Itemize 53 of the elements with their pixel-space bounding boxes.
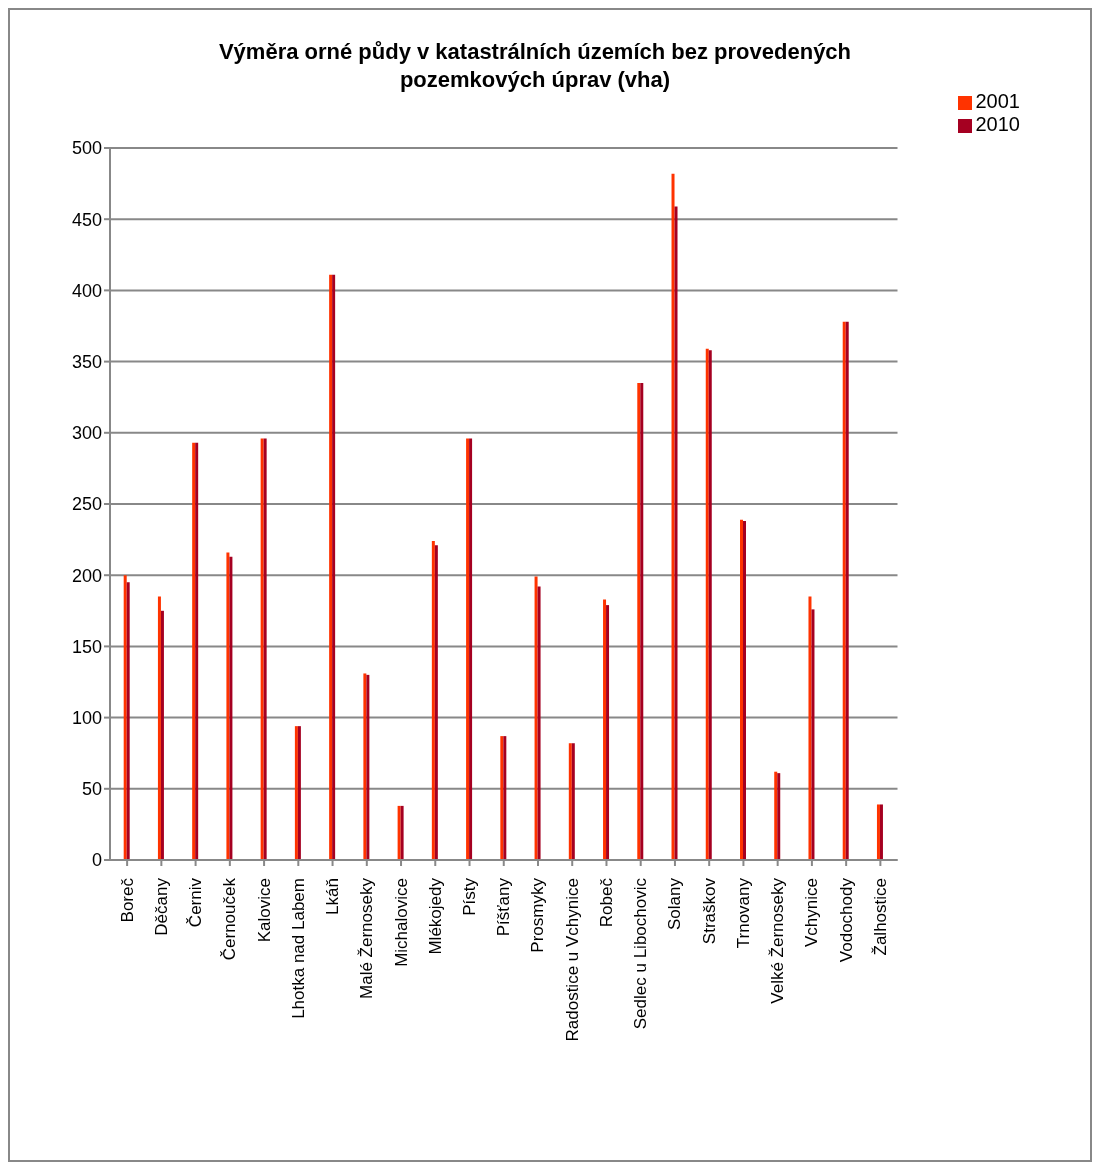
x-tick-label: Vchynice [802, 878, 822, 947]
x-tick-label: Prosmyky [528, 877, 548, 953]
x-tick-label: Mlékojedy [425, 877, 445, 955]
x-tick-label: Lkáň [323, 878, 343, 915]
y-tick-label: 150 [71, 636, 102, 657]
y-tick-label: 50 [81, 779, 102, 800]
y-tick-label: 0 [91, 850, 102, 871]
x-tick-label: Černiv [186, 877, 206, 928]
y-tick-label: 500 [71, 138, 102, 159]
y-tick-label: 450 [71, 209, 102, 230]
x-tick-label: Písty [460, 877, 480, 916]
x-tick-label: Žalhostice [870, 878, 890, 956]
legend-label: 2010 [975, 113, 1020, 135]
x-tick-label: Černouček [220, 877, 240, 961]
x-tick-label: Vodochody [836, 877, 856, 963]
y-tick-label: 300 [71, 423, 102, 444]
chart-title: Výměra orné půdy v katastrálních územích bez provedených pozemkových úprav (vha) [217, 38, 853, 94]
bar [674, 206, 678, 860]
y-tick-label: 100 [71, 707, 102, 728]
bar [226, 552, 230, 860]
bar [534, 576, 538, 860]
x-tick-label: Sedlec u Libochovic [631, 877, 651, 1030]
x-tick-label: Píšťany [494, 877, 514, 937]
bar [537, 586, 541, 860]
x-tick-label: Děčany [151, 877, 171, 936]
y-tick-label: 250 [71, 494, 102, 515]
x-tick-label: Radostice u Vchynice [562, 878, 582, 1042]
bar [603, 599, 607, 860]
bar [606, 605, 610, 860]
bar [229, 556, 233, 860]
x-tick-label: Michalovice [391, 878, 411, 967]
x-tick-label: Lhotka nad Labem [288, 878, 308, 1019]
bar [434, 545, 438, 860]
bar [123, 575, 127, 860]
bar [157, 596, 161, 860]
y-tick-label: 200 [71, 565, 102, 586]
x-tick-label: Kalovice [254, 878, 274, 943]
x-tick-label: Trnovany [733, 877, 753, 949]
legend-label: 2001 [975, 90, 1020, 112]
x-tick-label: Velké Žernoseky [768, 877, 788, 1004]
bar [811, 609, 815, 860]
x-tick-label: Malé Žernoseky [357, 877, 377, 999]
x-tick-label: Solany [665, 877, 685, 930]
bar [126, 582, 130, 860]
bar [431, 541, 435, 860]
x-tick-label: Straškov [699, 877, 719, 945]
bar [160, 610, 164, 860]
y-tick-label: 350 [71, 351, 102, 372]
bar [808, 596, 812, 860]
x-tick-label: Boreč [117, 877, 137, 923]
x-tick-label: Robeč [596, 877, 616, 928]
bar [671, 173, 675, 860]
y-tick-label: 400 [71, 280, 102, 301]
